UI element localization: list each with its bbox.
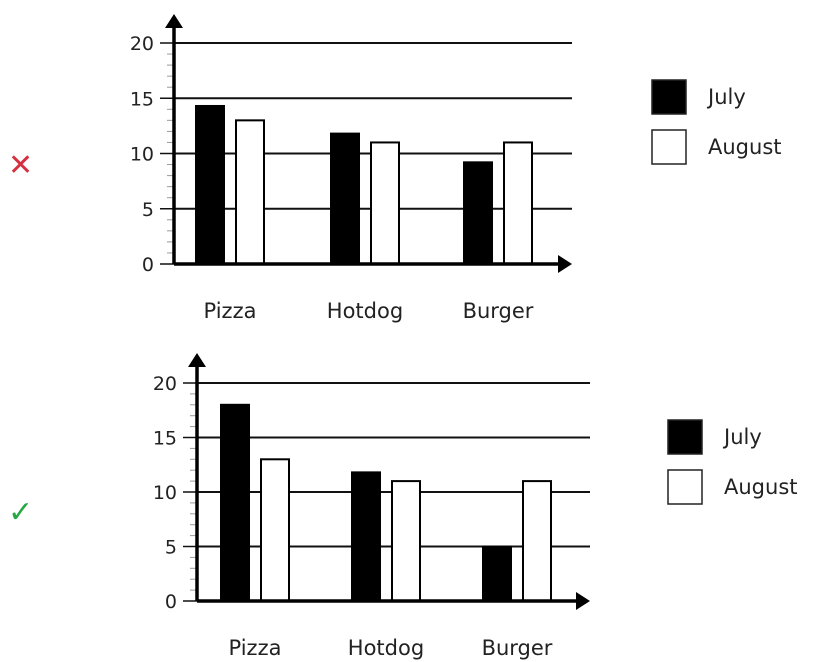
y-tick-label: 0 [142, 254, 154, 276]
y-axis-arrow-icon [188, 353, 206, 367]
bar-august-pizza [260, 458, 290, 602]
y-tick-label: 5 [142, 199, 154, 221]
legend-label-july: July [722, 425, 762, 449]
legend-swatch-august [651, 129, 687, 165]
x-category-label: Pizza [229, 636, 282, 660]
y-tick-label: 5 [165, 537, 177, 559]
x-category-label: Burger [482, 636, 553, 660]
x-axis-arrow-icon [576, 592, 590, 610]
bar-july-hotdog [330, 132, 360, 265]
bar-july-hotdog [351, 471, 381, 602]
x-category-label: Hotdog [327, 299, 403, 323]
y-tick-label: 20 [153, 373, 177, 395]
check-mark-icon: ✓ [8, 495, 33, 530]
x-category-label: Burger [463, 299, 534, 323]
y-tick-label: 0 [165, 591, 177, 613]
bar-august-hotdog [391, 480, 421, 603]
bar-july-burger [482, 545, 512, 602]
bar-july-pizza [195, 104, 225, 265]
bar-august-burger [522, 480, 552, 603]
legend-swatch-july [651, 79, 687, 115]
y-tick-label: 10 [130, 144, 154, 166]
x-axis-arrow-icon [558, 255, 572, 273]
legend-swatch-august [667, 469, 703, 505]
bar-july-burger [463, 161, 493, 265]
bar-august-burger [503, 141, 533, 265]
legend-swatch-july [667, 419, 703, 455]
y-tick-label: 10 [153, 482, 177, 504]
cross-mark-icon: ✕ [8, 148, 33, 183]
x-category-label: Hotdog [348, 636, 424, 660]
y-tick-label: 15 [153, 428, 177, 450]
bar-august-pizza [235, 119, 265, 265]
bar-july-pizza [220, 403, 250, 602]
correct-bar-chart: ✓ 0 5 10 15 20 Pizza Hotdog Burger July August [8, 353, 798, 660]
y-tick-label: 15 [130, 88, 154, 110]
y-tick-label: 20 [130, 33, 154, 55]
legend-label-august: August [724, 475, 798, 499]
incorrect-bar-chart: ✕ 0 5 10 15 20 Pizza Hotdog Burger July August [8, 14, 782, 323]
bar-august-hotdog [370, 141, 400, 265]
y-axis-arrow-icon [165, 14, 183, 28]
legend-label-august: August [708, 135, 782, 159]
x-category-label: Pizza [204, 299, 257, 323]
legend-label-july: July [706, 85, 746, 109]
